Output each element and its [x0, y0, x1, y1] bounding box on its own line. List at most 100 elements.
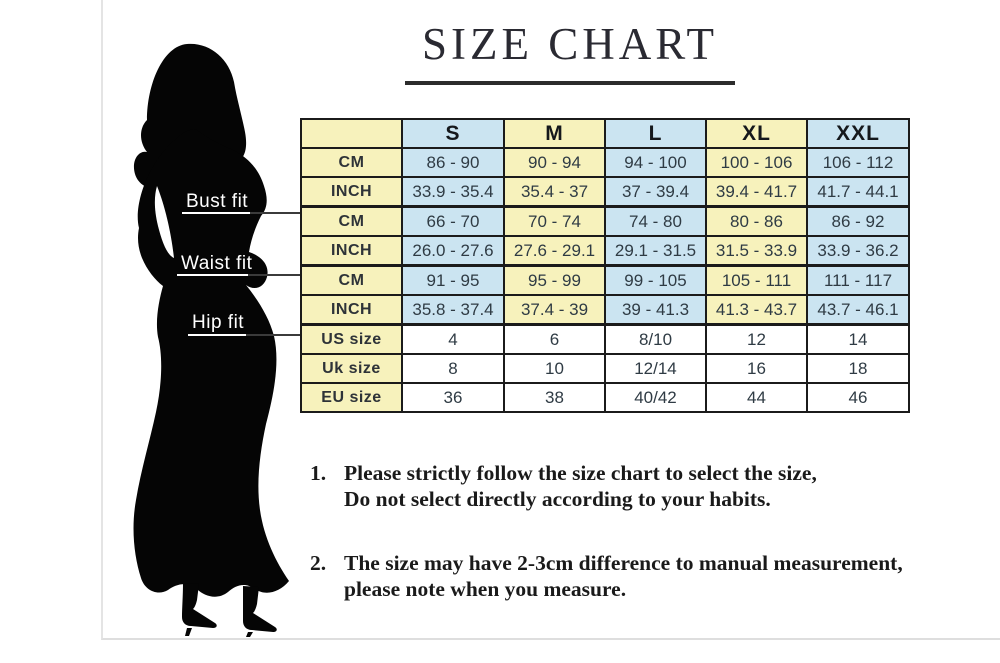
woman-silhouette-image — [133, 43, 289, 637]
notes-section: 1. Please strictly follow the size chart… — [310, 460, 1000, 602]
silhouette-back-leg-shoe — [243, 586, 277, 632]
silhouette-arm-gap — [154, 186, 174, 258]
row-label: INCH — [300, 176, 403, 208]
note-2-text: The size may have 2-3cm difference to ma… — [344, 550, 903, 602]
size-cell: 44 — [705, 382, 808, 413]
size-cell: 66 - 70 — [401, 205, 505, 237]
table-row-3: INCH 26.0 - 27.6 27.6 - 29.1 29.1 - 31.5 31.… — [300, 235, 910, 267]
size-cell: 12/14 — [604, 353, 707, 384]
table-row-8: EU size 36 38 40/42 44 46 — [300, 382, 910, 413]
note-1-line-2: Do not select directly according to your… — [344, 487, 771, 511]
size-cell: 33.9 - 36.2 — [806, 235, 910, 267]
size-cell: 12 — [705, 323, 808, 355]
size-col-header-xxl: XXL — [806, 118, 910, 149]
size-cell: 94 - 100 — [604, 147, 707, 178]
hip-fit-pointer-line — [246, 334, 302, 336]
size-cell: 99 - 105 — [604, 264, 707, 296]
corner-cell — [300, 118, 403, 149]
bust-fit-pointer-line — [250, 212, 302, 214]
size-cell: 41.3 - 43.7 — [705, 294, 808, 326]
size-col-header-s: S — [401, 118, 505, 149]
table-row-6: US size 4 6 8/10 12 14 — [300, 323, 910, 355]
note-2: 2. The size may have 2-3cm difference to… — [310, 550, 1000, 602]
size-cell: 35.8 - 37.4 — [401, 294, 505, 326]
size-cell: 33.9 - 35.4 — [401, 176, 505, 208]
waist-fit-pointer-line — [248, 274, 302, 276]
table-row-7: Uk size 8 10 12/14 16 18 — [300, 353, 910, 384]
silhouette-back-heel — [246, 632, 253, 637]
size-cell: 70 - 74 — [503, 205, 606, 237]
size-header-row: S M L XL XXL — [300, 118, 910, 149]
size-cell: 91 - 95 — [401, 264, 505, 296]
size-cell: 86 - 92 — [806, 205, 910, 237]
note-1: 1. Please strictly follow the size chart… — [310, 460, 1000, 512]
size-cell: 100 - 106 — [705, 147, 808, 178]
row-label: US size — [300, 323, 403, 355]
row-label: CM — [300, 147, 403, 178]
size-cell: 29.1 - 31.5 — [604, 235, 707, 267]
table-row-5: INCH 35.8 - 37.4 37.4 - 39 39 - 41.3 41.3 - … — [300, 294, 910, 326]
size-cell: 80 - 86 — [705, 205, 808, 237]
size-cell: 37 - 39.4 — [604, 176, 707, 208]
size-col-header-l: L — [604, 118, 707, 149]
note-1-line-1: Please strictly follow the size chart to… — [344, 461, 817, 485]
waist-fit-underline — [177, 274, 248, 276]
size-cell: 8 — [401, 353, 505, 384]
size-cell: 14 — [806, 323, 910, 355]
size-cell: 106 - 112 — [806, 147, 910, 178]
hip-fit-underline — [188, 334, 246, 336]
row-label: INCH — [300, 294, 403, 326]
size-cell: 16 — [705, 353, 808, 384]
note-2-line-1: The size may have 2-3cm difference to ma… — [344, 551, 903, 575]
page-title: SIZE CHART — [405, 18, 735, 85]
size-cell: 43.7 - 46.1 — [806, 294, 910, 326]
size-cell: 74 - 80 — [604, 205, 707, 237]
size-col-header-xl: XL — [705, 118, 808, 149]
silhouette-front-leg-shoe — [182, 583, 217, 628]
row-label: CM — [300, 264, 403, 296]
size-cell: 46 — [806, 382, 910, 413]
note-1-number: 1. — [310, 461, 327, 485]
waist-fit-label: Waist fit — [181, 253, 253, 274]
row-label: CM — [300, 205, 403, 237]
size-cell: 27.6 - 29.1 — [503, 235, 606, 267]
table-row-1: INCH 33.9 - 35.4 35.4 - 37 37 - 39.4 39.4 - … — [300, 176, 910, 208]
size-cell: 111 - 117 — [806, 264, 910, 296]
size-cell: 95 - 99 — [503, 264, 606, 296]
bust-fit-underline — [182, 212, 250, 214]
size-cell: 26.0 - 27.6 — [401, 235, 505, 267]
size-cell: 38 — [503, 382, 606, 413]
size-cell: 86 - 90 — [401, 147, 505, 178]
size-table: S M L XL XXL CM 86 - 90 90 - 94 94 - 100 100 - 1… — [300, 118, 910, 413]
table-row-2: CM 66 - 70 70 - 74 74 - 80 80 - 86 86 - 92 — [300, 205, 910, 237]
size-cell: 10 — [503, 353, 606, 384]
row-label: EU size — [300, 382, 403, 413]
size-cell: 37.4 - 39 — [503, 294, 606, 326]
size-cell: 35.4 - 37 — [503, 176, 606, 208]
silhouette-front-heel — [185, 628, 192, 636]
size-cell: 41.7 - 44.1 — [806, 176, 910, 208]
size-cell: 105 - 111 — [705, 264, 808, 296]
size-cell: 4 — [401, 323, 505, 355]
size-cell: 6 — [503, 323, 606, 355]
note-2-line-2: please note when you measure. — [344, 577, 627, 601]
card-frame — [101, 0, 1000, 640]
table-row-4: CM 91 - 95 95 - 99 99 - 105 105 - 111 111 - 1… — [300, 264, 910, 296]
size-cell: 36 — [401, 382, 505, 413]
row-label: Uk size — [300, 353, 403, 384]
size-cell: 8/10 — [604, 323, 707, 355]
size-cell: 40/42 — [604, 382, 707, 413]
note-2-number: 2. — [310, 551, 327, 575]
note-1-text: Please strictly follow the size chart to… — [344, 460, 817, 512]
size-cell: 39.4 - 41.7 — [705, 176, 808, 208]
size-col-header-m: M — [503, 118, 606, 149]
table-row-0: CM 86 - 90 90 - 94 94 - 100 100 - 106 106 - 1… — [300, 147, 910, 178]
hip-fit-label: Hip fit — [192, 312, 245, 333]
row-label: INCH — [300, 235, 403, 267]
size-cell: 90 - 94 — [503, 147, 606, 178]
size-cell: 31.5 - 33.9 — [705, 235, 808, 267]
size-cell: 18 — [806, 353, 910, 384]
bust-fit-label: Bust fit — [186, 191, 249, 212]
size-cell: 39 - 41.3 — [604, 294, 707, 326]
